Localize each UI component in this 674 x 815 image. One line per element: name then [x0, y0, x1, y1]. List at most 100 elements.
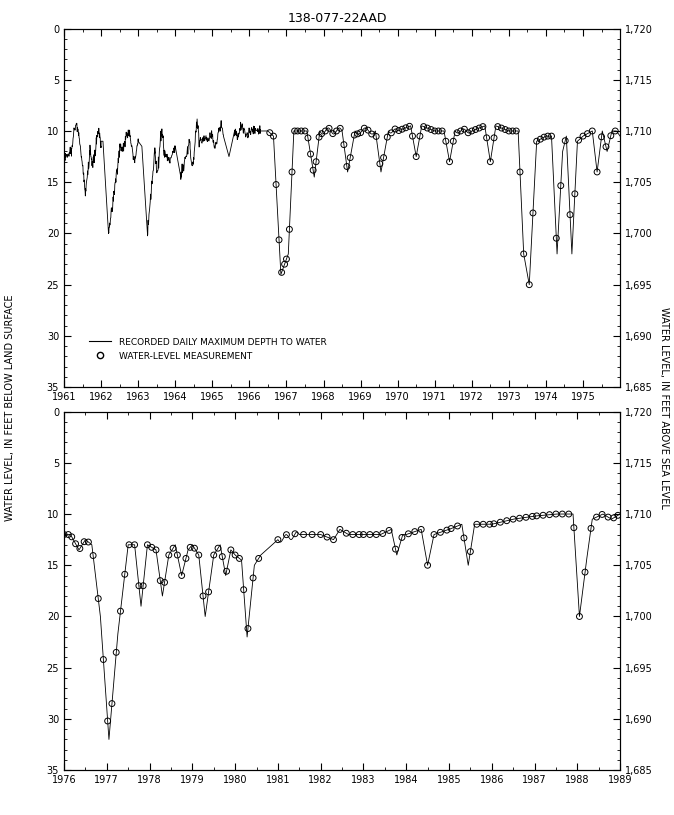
Point [177, 569, 187, 582]
Point [444, 155, 455, 168]
Point [429, 528, 439, 541]
Point [271, 178, 282, 191]
Point [501, 514, 512, 527]
Point [268, 130, 279, 143]
Point [503, 125, 514, 138]
Point [422, 121, 433, 134]
Point [335, 121, 346, 134]
Point [142, 538, 153, 551]
Point [365, 528, 375, 541]
Point [123, 538, 134, 551]
Point [528, 206, 539, 219]
Point [384, 524, 394, 537]
Point [274, 233, 284, 246]
Point [300, 125, 311, 138]
Point [328, 127, 338, 140]
Point [441, 523, 452, 536]
Point [371, 528, 381, 541]
Point [243, 622, 253, 635]
Point [303, 131, 313, 144]
Point [281, 253, 292, 266]
Point [591, 510, 602, 523]
Point [551, 231, 561, 244]
Point [458, 531, 469, 544]
Point [466, 125, 477, 138]
Point [150, 544, 161, 557]
Point [474, 121, 485, 134]
Point [485, 155, 495, 168]
Point [382, 130, 393, 143]
Point [296, 125, 307, 138]
Point [477, 120, 488, 133]
Point [230, 548, 241, 562]
Point [551, 508, 561, 521]
Point [459, 123, 470, 136]
Point [400, 121, 411, 134]
Point [535, 133, 546, 146]
Point [272, 533, 283, 546]
Point [308, 164, 319, 177]
Point [292, 125, 303, 138]
Point [511, 125, 522, 138]
Point [418, 120, 429, 133]
Point [452, 519, 463, 532]
Point [197, 589, 208, 602]
Point [555, 179, 566, 192]
Point [605, 130, 616, 143]
Point [226, 544, 237, 557]
Point [59, 528, 69, 541]
Point [146, 541, 157, 554]
Point [353, 127, 363, 140]
Point [470, 123, 481, 136]
Point [347, 528, 358, 541]
Point [440, 134, 451, 148]
Point [320, 125, 331, 138]
Point [500, 123, 511, 136]
Point [586, 522, 596, 535]
Point [70, 537, 81, 550]
Point [204, 585, 214, 598]
Point [345, 151, 356, 164]
Point [221, 565, 232, 578]
Point [452, 126, 462, 139]
Point [433, 125, 443, 138]
Point [543, 130, 553, 143]
Point [462, 126, 473, 139]
Point [610, 125, 621, 138]
Point [102, 715, 113, 728]
Point [286, 165, 297, 178]
Point [290, 527, 301, 540]
Point [465, 545, 476, 558]
Point [603, 510, 613, 523]
Point [341, 526, 352, 540]
Point [189, 542, 200, 555]
Point [508, 513, 518, 526]
Point [524, 278, 534, 291]
Legend: RECORDED DAILY MAXIMUM DEPTH TO WATER, WATER-LEVEL MEASUREMENT: RECORDED DAILY MAXIMUM DEPTH TO WATER, W… [85, 333, 330, 364]
Point [565, 208, 576, 221]
Point [544, 508, 555, 521]
Point [253, 552, 264, 565]
Point [404, 120, 415, 133]
Point [234, 552, 245, 565]
Point [596, 130, 607, 143]
Point [83, 535, 94, 548]
Point [613, 509, 623, 522]
Point [298, 528, 309, 541]
Point [560, 134, 571, 148]
Point [279, 258, 290, 271]
Point [422, 559, 433, 572]
Point [563, 508, 574, 521]
Point [106, 697, 117, 710]
Point [137, 579, 148, 593]
Point [349, 129, 360, 142]
Point [311, 155, 321, 168]
Point [492, 120, 503, 133]
Point [568, 521, 579, 534]
Point [289, 125, 300, 138]
Point [212, 542, 223, 555]
Point [181, 552, 191, 565]
Point [596, 508, 607, 521]
Point [587, 125, 598, 138]
Point [239, 584, 249, 597]
